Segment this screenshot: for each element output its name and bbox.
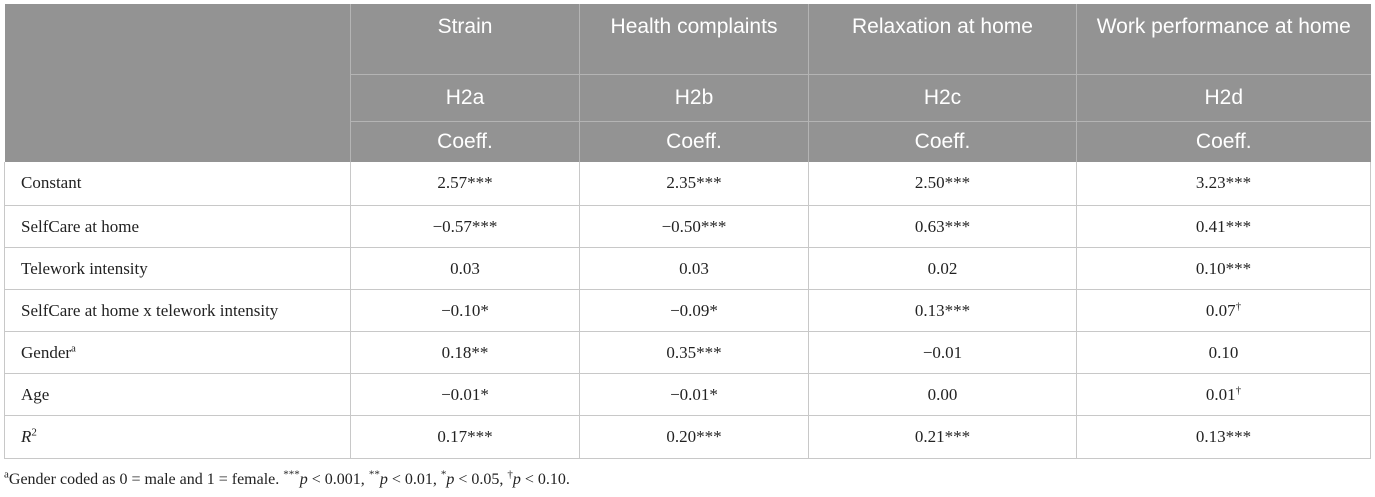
- table-cell: 0.10***: [1076, 247, 1371, 290]
- table-cell: 0.03: [579, 247, 809, 290]
- column-header-health-complaints: Health complaints: [579, 4, 809, 74]
- coeff-label: Coeff.: [579, 120, 809, 162]
- table-cell: 0.10: [1076, 331, 1371, 374]
- table-cell: 0.41***: [1076, 205, 1371, 248]
- table-cell: −0.01*: [579, 373, 809, 416]
- table-cell: 2.35***: [579, 161, 809, 206]
- table-cell: 0.17***: [350, 415, 580, 459]
- table-cell: 0.35***: [579, 331, 809, 374]
- table-cell: 3.23***: [1076, 161, 1371, 206]
- table-row: Telework intensity 0.03 0.03 0.02 0.10**…: [4, 247, 1371, 290]
- table-cell: −0.01: [808, 331, 1077, 374]
- table-cell: 0.18**: [350, 331, 580, 374]
- table-cell: 0.20***: [579, 415, 809, 459]
- row-label: Age: [4, 373, 351, 416]
- coeff-label: Coeff.: [1076, 120, 1371, 162]
- table-cell: 0.01†: [1076, 373, 1371, 416]
- hypothesis-label: H2a: [350, 73, 580, 121]
- table-header: Strain Health complaints Relaxation at h…: [4, 4, 1371, 162]
- table-cell: 2.57***: [350, 161, 580, 206]
- table-cell: −0.09*: [579, 289, 809, 332]
- table-cell: 2.50***: [808, 161, 1077, 206]
- table-cell: 0.13***: [1076, 415, 1371, 459]
- hypothesis-label: H2b: [579, 73, 809, 121]
- footnote-marker: a: [71, 341, 76, 354]
- row-label: Telework intensity: [4, 247, 351, 290]
- table-row: Gendera 0.18** 0.35*** −0.01 0.10: [4, 331, 1371, 374]
- column-header-strain: Strain: [350, 4, 580, 74]
- column-header-work-performance-at-home: Work performance at home: [1076, 4, 1371, 74]
- regression-table-container: Strain Health complaints Relaxation at h…: [4, 4, 1371, 459]
- coeff-label: Coeff.: [350, 120, 580, 162]
- table-body: Constant 2.57*** 2.35*** 2.50*** 3.23***…: [4, 161, 1371, 459]
- dagger-marker: †: [1235, 383, 1242, 396]
- table-footnote: aGender coded as 0 = male and 1 = female…: [4, 468, 570, 488]
- table-cell: −0.50***: [579, 205, 809, 248]
- table-cell: 0.03: [350, 247, 580, 290]
- row-label: Gendera: [4, 331, 351, 374]
- table-cell: 0.02: [808, 247, 1077, 290]
- table-cell: 0.13***: [808, 289, 1077, 332]
- table-row: R2 0.17*** 0.20*** 0.21*** 0.13***: [4, 415, 1371, 459]
- header-corner: [4, 4, 351, 74]
- coeff-label: Coeff.: [808, 120, 1077, 162]
- table-cell: −0.01*: [350, 373, 580, 416]
- hypothesis-label: H2d: [1076, 73, 1371, 121]
- dagger-marker: †: [1235, 299, 1242, 312]
- hypothesis-label: H2c: [808, 73, 1077, 121]
- table-cell: 0.07†: [1076, 289, 1371, 332]
- row-label: R2: [4, 415, 351, 459]
- superscript: 2: [31, 426, 37, 439]
- regression-table: Strain Health complaints Relaxation at h…: [4, 4, 1371, 459]
- table-cell: 0.63***: [808, 205, 1077, 248]
- table-cell: 0.00: [808, 373, 1077, 416]
- header-corner: [4, 74, 351, 121]
- footnote-marker: a: [4, 468, 9, 481]
- row-label: SelfCare at home: [4, 205, 351, 248]
- table-row: Age −0.01* −0.01* 0.00 0.01†: [4, 373, 1371, 416]
- table-cell: −0.57***: [350, 205, 580, 248]
- row-label: Constant: [4, 161, 351, 206]
- table-row: SelfCare at home x telework intensity −0…: [4, 289, 1371, 332]
- table-cell: −0.10*: [350, 289, 580, 332]
- column-header-relaxation-at-home: Relaxation at home: [808, 4, 1077, 74]
- header-corner: [4, 121, 351, 162]
- table-row: Constant 2.57*** 2.35*** 2.50*** 3.23***: [4, 161, 1371, 206]
- table-cell: 0.21***: [808, 415, 1077, 459]
- row-label: SelfCare at home x telework intensity: [4, 289, 351, 332]
- table-row: SelfCare at home −0.57*** −0.50*** 0.63*…: [4, 205, 1371, 248]
